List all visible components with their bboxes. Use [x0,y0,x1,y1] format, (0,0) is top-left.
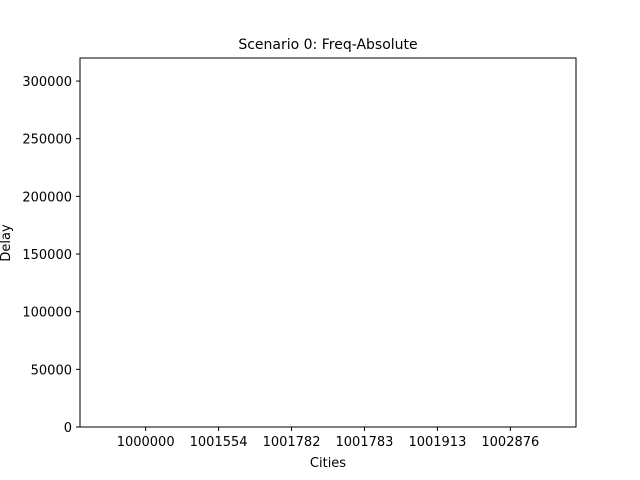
x-ticks-group: 1000000 1001554 1001782 1001783 1001913 10028… [117,427,539,450]
y-tick-label: 200000 [22,190,72,205]
x-tick-label: 1002876 [481,435,539,450]
x-axis-label: Cities [310,456,346,471]
y-tick-label: 100000 [22,306,72,321]
y-axis-label: Delay [0,224,14,262]
chart-title: Scenario 0: Freq-Absolute [238,37,417,53]
plot-area [80,58,576,427]
x-tick-label: 1001554 [190,435,248,450]
x-tick-label: 1001782 [263,435,321,450]
y-tick-label: 0 [64,421,72,436]
y-ticks-group: 0 50000 100000 150000 200000 250000 300000 [22,75,80,436]
x-tick-label: 1001913 [408,435,466,450]
plot-frame [79,57,577,428]
x-tick-label: 1001783 [336,435,394,450]
x-tick-label: 1000000 [117,435,175,450]
y-tick-label: 250000 [22,133,72,148]
y-tick-label: 50000 [31,363,72,378]
y-tick-label: 150000 [22,248,72,263]
y-tick-label: 300000 [22,75,72,90]
